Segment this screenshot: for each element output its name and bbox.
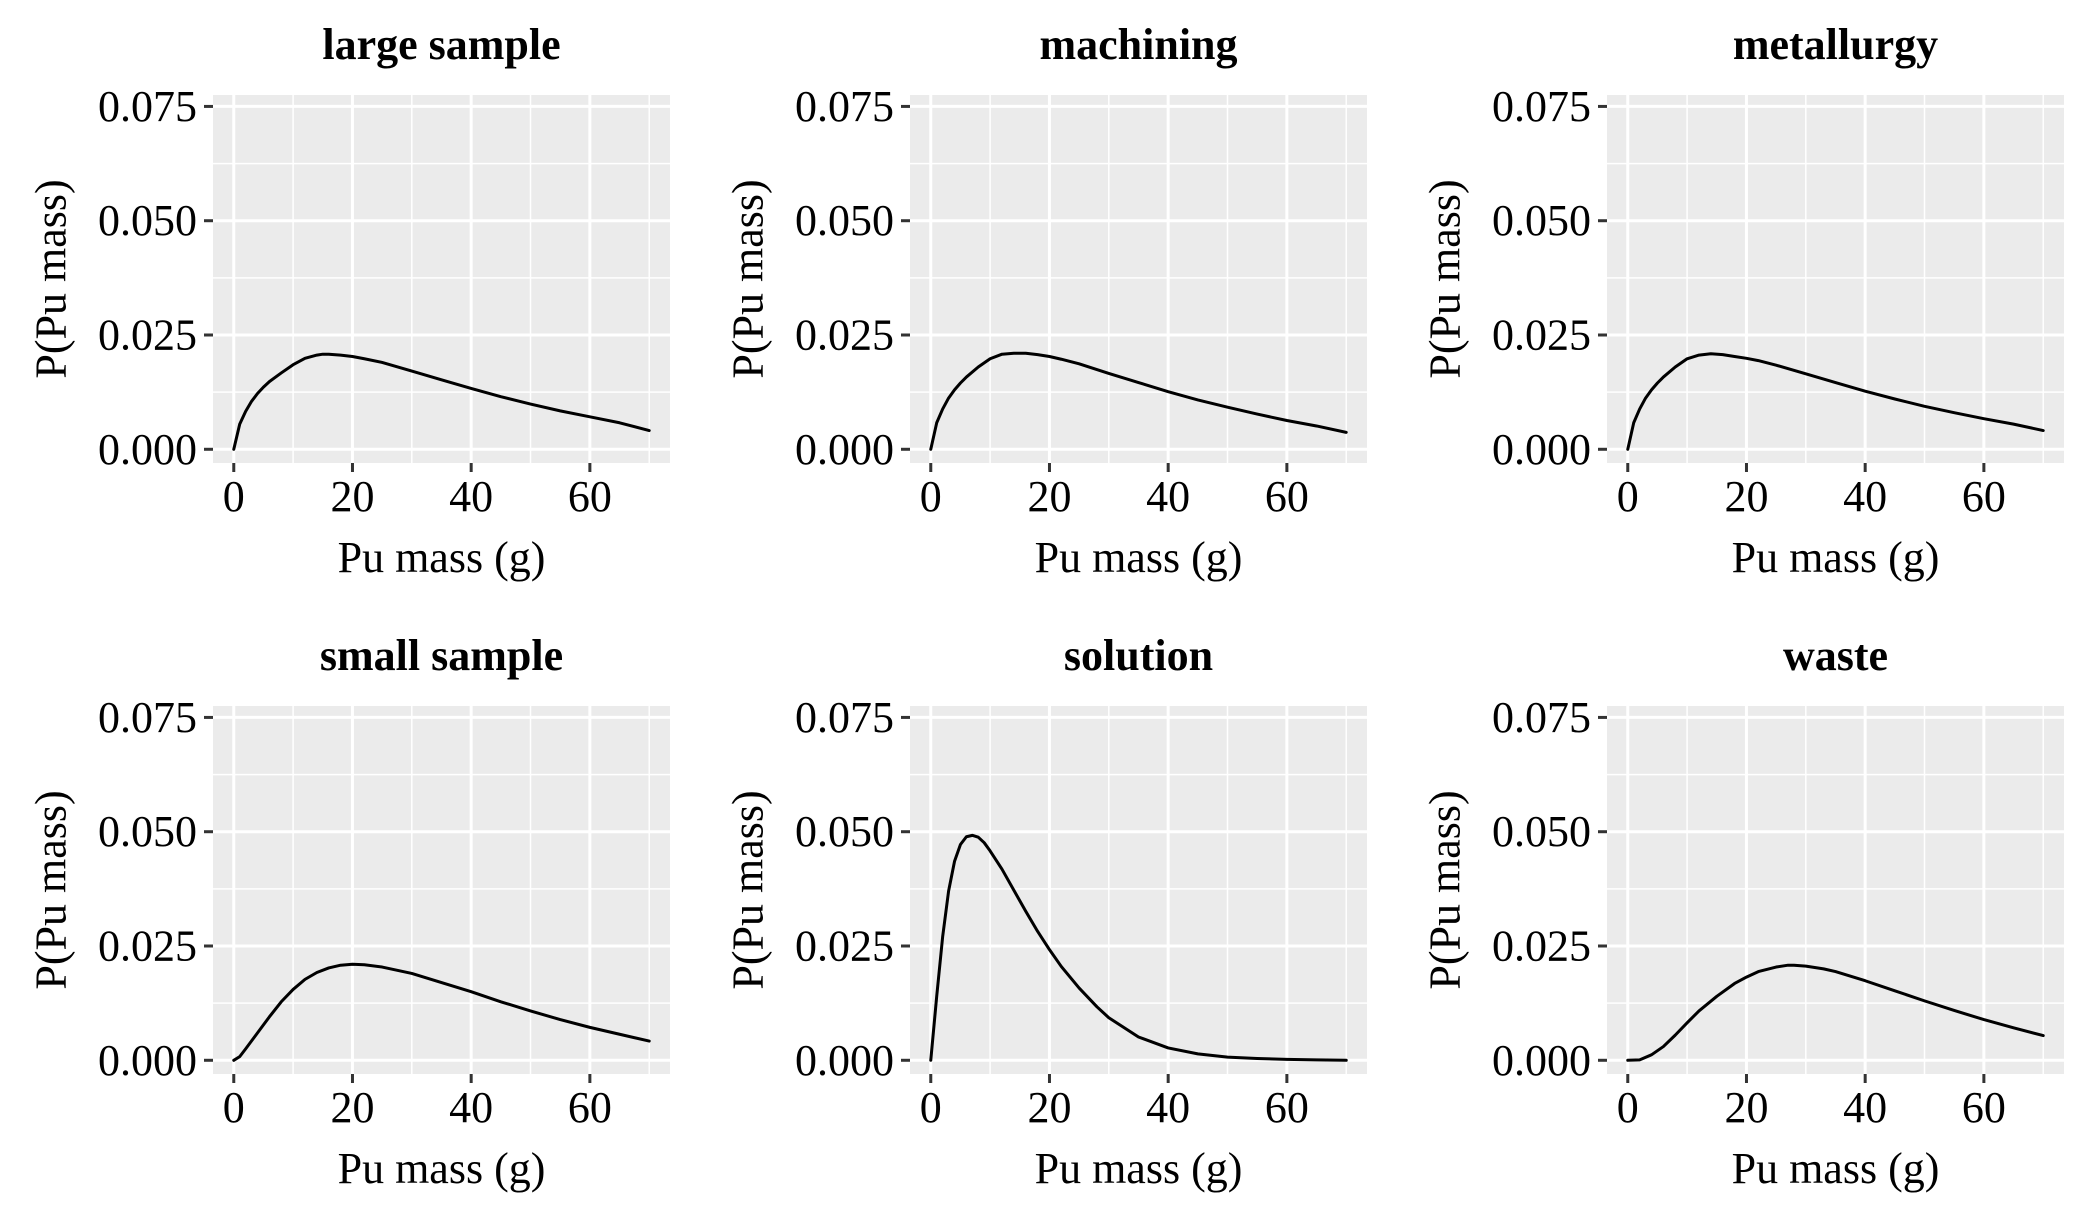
- y-tick-label: 0.025: [1492, 922, 1591, 971]
- facet-solution: 0.000 0.025 0.050 0.075 0 20 40 60 solution Pu ma…: [724, 631, 1367, 1193]
- y-tick-label: 0.050: [795, 807, 894, 856]
- panel-title: waste: [1783, 631, 1888, 680]
- x-axis-title: Pu mass (g): [1035, 1144, 1243, 1193]
- density-curve: [232, 352, 651, 451]
- x-axis-title: Pu mass (g): [1732, 533, 1940, 582]
- panel-title: small sample: [320, 631, 563, 680]
- x-tick-label: 20: [1724, 472, 1768, 521]
- facet-waste: 0.000 0.025 0.050 0.075 0 20 40 60 waste Pu mass …: [1421, 631, 2064, 1193]
- panel-background: [1607, 706, 2064, 1074]
- y-tick-label: 0.025: [795, 922, 894, 971]
- y-axis-title: P(Pu mass): [27, 790, 76, 989]
- density-curve: [1626, 963, 2045, 1062]
- density-curve: [1626, 352, 2045, 451]
- density-curve: [929, 833, 1348, 1062]
- panel-title: machining: [1039, 20, 1237, 69]
- facet-machining: 0.000 0.025 0.050 0.075 0 20 40 60 machining Pu m…: [724, 20, 1367, 582]
- y-axis-title: P(Pu mass): [1421, 790, 1470, 989]
- x-tick-label: 0: [1617, 472, 1639, 521]
- y-tick-label: 0.050: [795, 196, 894, 245]
- x-tick-label: 20: [330, 1083, 374, 1132]
- x-tick-label: 0: [223, 1083, 245, 1132]
- y-tick-label: 0.075: [795, 82, 894, 131]
- x-tick-label: 40: [1146, 472, 1190, 521]
- panel-background: [910, 706, 1367, 1074]
- x-tick-label: 20: [1027, 472, 1071, 521]
- y-axis-title: P(Pu mass): [27, 179, 76, 378]
- y-tick-label: 0.050: [98, 807, 197, 856]
- y-tick-label: 0.025: [795, 311, 894, 360]
- y-tick-label: 0.050: [98, 196, 197, 245]
- panel-title: solution: [1064, 631, 1213, 680]
- x-tick-label: 60: [568, 1083, 612, 1132]
- x-axis-title: Pu mass (g): [1035, 533, 1243, 582]
- y-tick-label: 0.025: [98, 311, 197, 360]
- x-tick-label: 40: [1843, 472, 1887, 521]
- y-tick-label: 0.000: [1492, 1036, 1591, 1085]
- y-tick-label: 0.000: [1492, 425, 1591, 474]
- x-axis-title: Pu mass (g): [338, 533, 546, 582]
- y-tick-label: 0.075: [98, 82, 197, 131]
- x-tick-label: 20: [1027, 1083, 1071, 1132]
- y-tick-label: 0.075: [1492, 693, 1591, 742]
- y-tick-label: 0.075: [98, 693, 197, 742]
- y-tick-label: 0.050: [1492, 196, 1591, 245]
- x-tick-label: 20: [330, 472, 374, 521]
- y-tick-label: 0.000: [795, 1036, 894, 1085]
- y-axis-title: P(Pu mass): [1421, 179, 1470, 378]
- x-tick-label: 0: [223, 472, 245, 521]
- x-axis-title: Pu mass (g): [338, 1144, 546, 1193]
- y-tick-label: 0.075: [1492, 82, 1591, 131]
- x-tick-label: 0: [1617, 1083, 1639, 1132]
- y-axis-title: P(Pu mass): [724, 179, 773, 378]
- x-axis-title: Pu mass (g): [1732, 1144, 1940, 1193]
- y-tick-label: 0.075: [795, 693, 894, 742]
- y-tick-label: 0.000: [795, 425, 894, 474]
- x-tick-label: 40: [449, 472, 493, 521]
- x-tick-label: 60: [1265, 472, 1309, 521]
- panel-background: [1607, 95, 2064, 463]
- y-tick-label: 0.000: [98, 1036, 197, 1085]
- facet-small-sample: 0.000 0.025 0.050 0.075 0 20 40 60 small sample P…: [27, 631, 670, 1193]
- facet-metallurgy: 0.000 0.025 0.050 0.075 0 20 40 60 metallurgy Pu …: [1421, 20, 2064, 582]
- panel-background: [213, 95, 670, 463]
- y-tick-label: 0.025: [98, 922, 197, 971]
- y-tick-label: 0.050: [1492, 807, 1591, 856]
- density-curve: [929, 351, 1348, 451]
- x-tick-label: 60: [1265, 1083, 1309, 1132]
- x-tick-label: 40: [449, 1083, 493, 1132]
- y-axis-title: P(Pu mass): [724, 790, 773, 989]
- x-tick-label: 0: [920, 1083, 942, 1132]
- density-curve: [232, 962, 651, 1062]
- panel-background: [910, 95, 1367, 463]
- panel-background: [213, 706, 670, 1074]
- x-tick-label: 40: [1843, 1083, 1887, 1132]
- y-tick-label: 0.000: [98, 425, 197, 474]
- y-tick-label: 0.025: [1492, 311, 1591, 360]
- x-tick-label: 60: [568, 472, 612, 521]
- panel-title: metallurgy: [1733, 20, 1938, 69]
- x-tick-label: 60: [1962, 1083, 2006, 1132]
- x-tick-label: 20: [1724, 1083, 1768, 1132]
- x-tick-label: 40: [1146, 1083, 1190, 1132]
- x-tick-label: 60: [1962, 472, 2006, 521]
- facet-large-sample: 0.000 0.025 0.050 0.075 0 20 40 60 large sample P…: [27, 20, 670, 582]
- x-tick-label: 0: [920, 472, 942, 521]
- panel-title: large sample: [322, 20, 560, 69]
